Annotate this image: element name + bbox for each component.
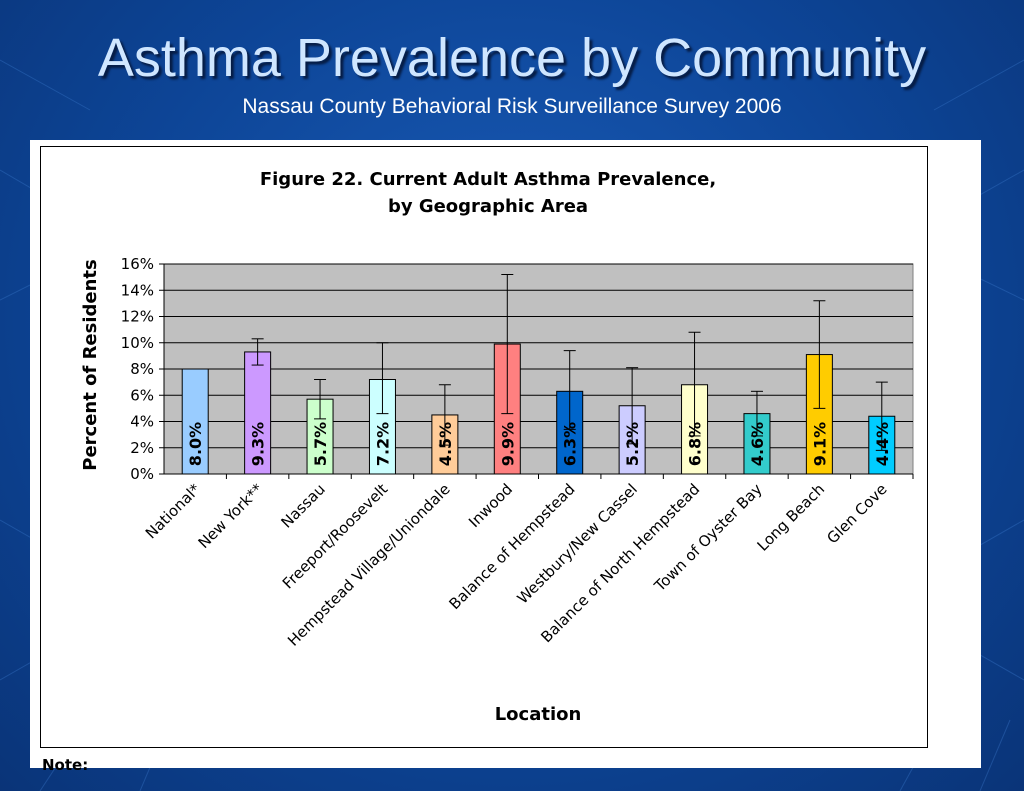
data-label: 9.1% — [810, 422, 829, 466]
y-tick-label: 12% — [121, 308, 154, 326]
data-label: 4.4% — [873, 422, 892, 466]
y-tick-label: 10% — [121, 334, 154, 352]
data-label: 6.8% — [686, 422, 705, 466]
y-tick-label: 8% — [130, 360, 154, 378]
x-tick-label: Glen Cove — [823, 480, 890, 547]
x-tick-label: Inwood — [465, 480, 516, 531]
x-tick-label: Town of Oyster Bay — [650, 480, 766, 596]
slide-title: Asthma Prevalence by Community — [97, 28, 927, 88]
chart-subtitle: by Geographic Area — [388, 196, 588, 217]
data-label: 9.3% — [249, 422, 268, 466]
chart-title: Figure 22. Current Adult Asthma Prevalen… — [260, 169, 716, 190]
data-label: 8.0% — [186, 422, 205, 466]
bar — [244, 351, 272, 475]
data-label: 6.3% — [561, 422, 580, 466]
note-text: Note: — [42, 756, 89, 774]
y-tick-label: 16% — [121, 255, 154, 273]
data-label: 5.2% — [623, 422, 642, 466]
slide-subtitle: Nassau County Behavioral Risk Surveillan… — [242, 95, 782, 118]
x-tick-label: Long Beach — [754, 480, 829, 555]
data-label: 4.6% — [748, 422, 767, 466]
x-tick-label: National* — [142, 480, 205, 543]
y-tick-label: 2% — [130, 439, 154, 457]
x-tick-label: Balance of Hempstead — [446, 480, 579, 613]
data-label: 4.5% — [436, 422, 455, 466]
y-tick-label: 4% — [130, 413, 154, 431]
data-label: 7.2% — [373, 422, 392, 466]
y-tick-label: 0% — [130, 465, 154, 483]
y-axis-title: Percent of Residents — [80, 259, 101, 470]
x-tick-label: Nassau — [277, 480, 328, 531]
bar — [181, 368, 209, 475]
x-axis-title: Location — [495, 704, 582, 725]
y-tick-label: 14% — [121, 281, 154, 299]
x-tick-label: Freeport/Roosevelt — [279, 480, 391, 592]
x-tick-label: New York** — [195, 480, 267, 552]
x-tick-label: Westbury/New Cassel — [514, 480, 641, 607]
data-label: 5.7% — [311, 422, 330, 466]
data-label: 9.9% — [498, 422, 517, 466]
y-tick-label: 6% — [130, 386, 154, 404]
